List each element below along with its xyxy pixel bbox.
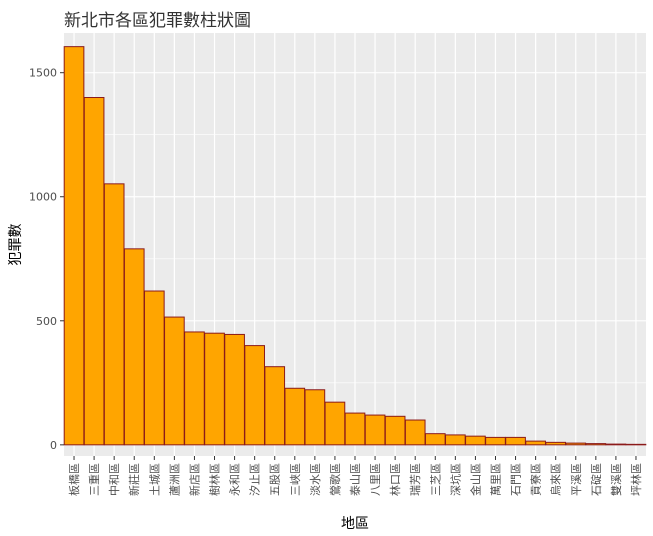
x-tick-label: 新店區 bbox=[187, 463, 201, 496]
x-tick-label: 三重區 bbox=[87, 463, 101, 496]
x-tick-label: 平溪區 bbox=[570, 463, 583, 496]
bar bbox=[565, 442, 587, 446]
x-axis: 板橋區 三重區 中和區 新莊區 土城區 蘆洲區 新店區 樹林區 永和區 汐止區 五股區 三峽區 淡水區鶯… bbox=[67, 456, 643, 496]
x-tick-label: 貢寮區 bbox=[529, 463, 543, 496]
bar bbox=[605, 443, 627, 446]
x-tick-label: 淡水區 bbox=[309, 463, 322, 496]
bar bbox=[545, 441, 567, 446]
x-tick-label: 八里區 bbox=[369, 463, 382, 496]
bar bbox=[63, 46, 85, 446]
y-tick-label: 500 bbox=[36, 315, 57, 328]
x-tick-label: 林口區 bbox=[388, 463, 402, 496]
bar bbox=[284, 387, 306, 446]
bar bbox=[83, 97, 105, 446]
x-tick-label: 板橋區 bbox=[67, 463, 81, 496]
bar bbox=[404, 419, 426, 446]
x-tick-label: 瑞芳區 bbox=[408, 463, 422, 496]
bar bbox=[164, 316, 185, 446]
x-tick-label: 鶯歌區 bbox=[328, 463, 342, 496]
x-tick-label: 萬里區 bbox=[489, 463, 502, 496]
bar bbox=[364, 414, 386, 446]
x-tick-label: 汐止區 bbox=[248, 463, 262, 496]
y-axis: 0 500 1000 1500 bbox=[29, 67, 64, 452]
bar bbox=[625, 443, 647, 446]
x-tick-label: 中和區 bbox=[108, 463, 121, 496]
bar bbox=[465, 435, 486, 446]
x-tick-label: 永和區 bbox=[228, 463, 242, 496]
x-tick-label: 泰山區 bbox=[348, 463, 362, 496]
bar bbox=[445, 434, 466, 446]
bar bbox=[344, 412, 366, 446]
bar bbox=[485, 436, 506, 446]
x-tick-label: 蘆洲區 bbox=[167, 463, 181, 496]
bar bbox=[585, 443, 607, 446]
chart-title: 新北市各區犯罪數柱狀圖 bbox=[64, 11, 251, 31]
x-tick-label: 雙溪區 bbox=[610, 463, 623, 496]
bar bbox=[384, 415, 406, 446]
bars bbox=[63, 46, 647, 446]
bar bbox=[505, 436, 526, 446]
bar bbox=[123, 248, 145, 446]
x-tick-label: 土城區 bbox=[148, 463, 161, 496]
bar bbox=[204, 332, 225, 446]
bar bbox=[103, 183, 125, 446]
x-axis-title: 地區 bbox=[341, 516, 369, 532]
x-tick-label: 三芝區 bbox=[429, 463, 442, 496]
x-tick-label: 烏來區 bbox=[549, 463, 563, 496]
x-tick-label: 深坑區 bbox=[448, 463, 462, 496]
bar bbox=[324, 401, 346, 446]
x-tick-label: 石碇區 bbox=[589, 463, 603, 496]
y-tick-label: 1000 bbox=[29, 191, 57, 204]
bar bbox=[184, 331, 205, 446]
bar bbox=[224, 333, 245, 446]
x-tick-label: 石門區 bbox=[510, 463, 523, 496]
bar bbox=[424, 433, 446, 446]
x-tick-label: 樹林區 bbox=[208, 463, 222, 496]
y-tick-label: 0 bbox=[50, 439, 57, 452]
bar bbox=[304, 389, 326, 446]
x-tick-label: 三峽區 bbox=[289, 463, 302, 496]
bar bbox=[143, 290, 165, 446]
bar bbox=[244, 345, 265, 446]
bar bbox=[264, 366, 286, 446]
y-axis-title: 犯罪數 bbox=[8, 224, 24, 266]
x-tick-label: 坪林區 bbox=[629, 463, 643, 496]
bar bbox=[525, 440, 546, 446]
x-tick-label: 金山區 bbox=[468, 463, 482, 496]
x-tick-label: 新莊區 bbox=[127, 463, 141, 496]
y-tick-label: 1500 bbox=[29, 67, 57, 80]
x-tick-label: 五股區 bbox=[269, 463, 282, 496]
